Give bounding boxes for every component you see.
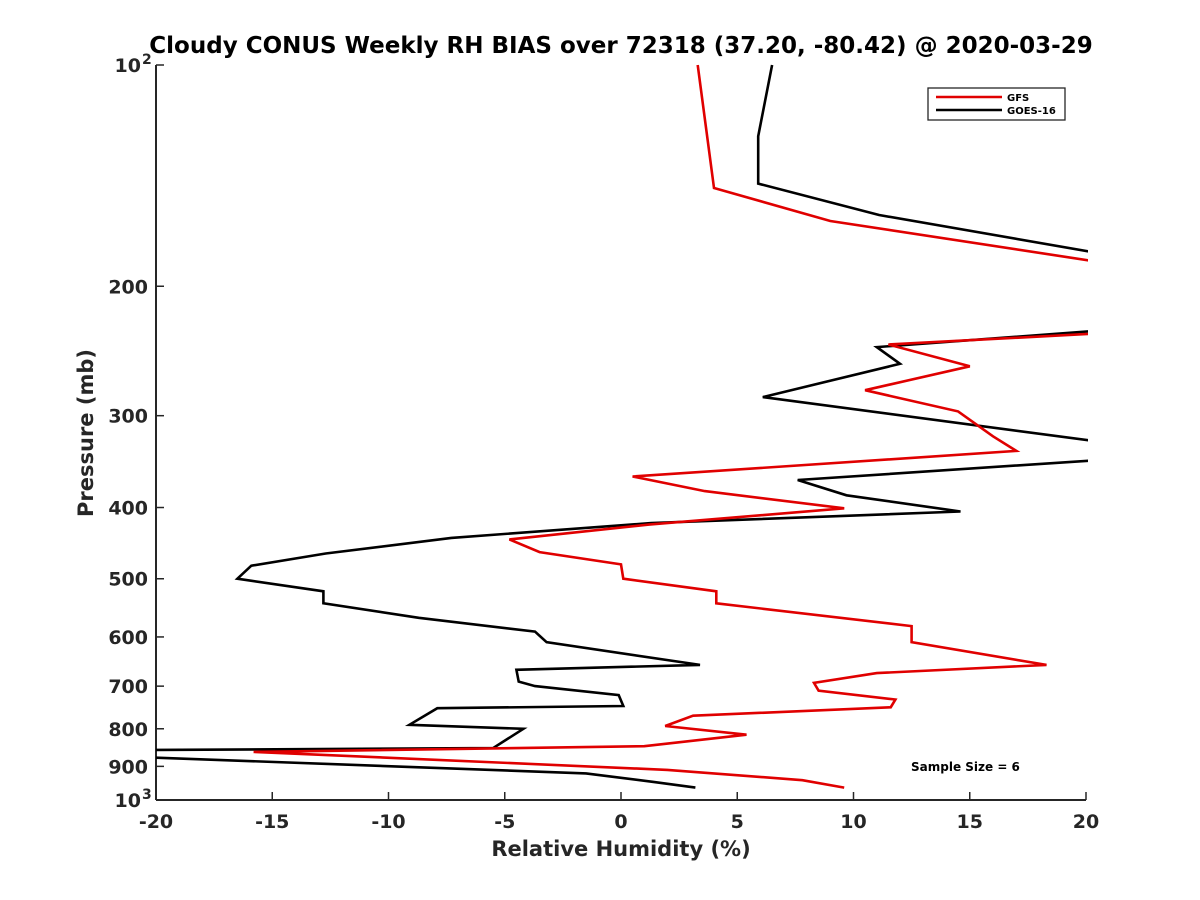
y-tick-exponent: 3	[142, 787, 152, 803]
y-tick-label: 500	[108, 569, 148, 591]
x-tick-label: 10	[840, 811, 866, 833]
series-line-goes16	[156, 64, 1088, 789]
y-tick-label: 10	[115, 55, 141, 77]
x-tick-label: -10	[371, 811, 405, 833]
y-tick-label: 400	[108, 498, 148, 520]
y-axis-label: Pressure (mb)	[74, 349, 98, 517]
x-tick-label: -15	[255, 811, 289, 833]
y-tick-label: 800	[108, 719, 148, 741]
x-tick-label: 20	[1073, 811, 1099, 833]
plot-frame	[155, 65, 1086, 801]
legend: GFS GOES-16	[927, 87, 1066, 121]
x-tick-label: -5	[494, 811, 515, 833]
x-tick-label: -20	[139, 811, 173, 833]
x-tick-label: 15	[957, 811, 983, 833]
legend-box	[927, 87, 1066, 121]
y-tick-label: 200	[108, 276, 148, 298]
legend-label-goes16: GOES-16	[1007, 106, 1056, 117]
y-tick-label: 10	[115, 790, 141, 812]
y-tick-label: 300	[108, 406, 148, 428]
legend-label-gfs: GFS	[1007, 93, 1029, 104]
sample-size-annotation: Sample Size = 6	[911, 760, 1020, 774]
y-tick-label: 700	[108, 676, 148, 698]
chart-title: Cloudy CONUS Weekly RH BIAS over 72318 (…	[149, 33, 1092, 59]
y-tick-label: 600	[108, 627, 148, 649]
x-axis-label: Relative Humidity (%)	[491, 837, 750, 861]
x-ticks: -20 -15 -10 -5 0 5 10 15 20	[139, 792, 1099, 833]
x-tick-label: 0	[614, 811, 627, 833]
x-tick-label: 5	[731, 811, 744, 833]
y-tick-label: 900	[108, 756, 148, 778]
series-line-gfs	[253, 64, 1088, 789]
series-group	[156, 64, 1088, 789]
y-tick-exponent: 2	[142, 52, 152, 68]
